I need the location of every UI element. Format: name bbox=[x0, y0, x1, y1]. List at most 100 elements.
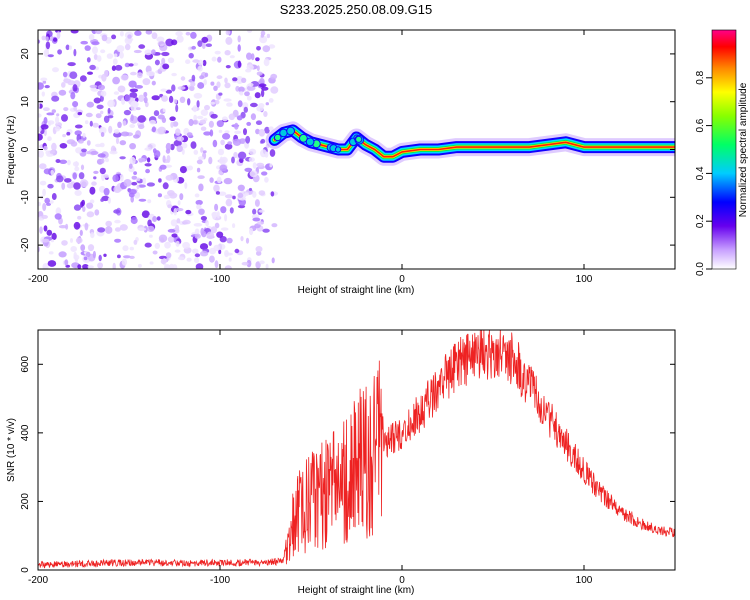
noise-blob bbox=[116, 45, 125, 53]
noise-blob bbox=[228, 257, 232, 262]
noise-blob bbox=[56, 113, 60, 117]
noise-blob bbox=[202, 59, 207, 67]
noise-blob bbox=[120, 74, 129, 81]
noise-blob bbox=[256, 250, 262, 256]
noise-blob bbox=[215, 191, 220, 195]
noise-blob bbox=[211, 211, 217, 220]
y-tick-label: 0 bbox=[20, 567, 31, 573]
noise-blob bbox=[77, 264, 82, 269]
noise-blob bbox=[97, 262, 103, 269]
x-tick-label: 0 bbox=[399, 274, 405, 285]
noise-blob bbox=[87, 265, 94, 269]
noise-blob bbox=[268, 44, 276, 49]
noise-blob bbox=[103, 253, 107, 257]
noise-blob bbox=[75, 237, 83, 244]
noise-blob bbox=[78, 172, 85, 180]
noise-blob bbox=[217, 56, 222, 63]
noise-blob bbox=[264, 176, 269, 183]
noise-blob bbox=[216, 176, 222, 184]
noise-blob bbox=[93, 176, 97, 180]
noise-blob bbox=[208, 120, 214, 128]
x-tick-label: 0 bbox=[399, 575, 405, 586]
noise-blob bbox=[254, 199, 260, 207]
noise-blob bbox=[250, 102, 258, 108]
noise-blob bbox=[216, 120, 224, 128]
noise-blob bbox=[89, 64, 96, 70]
noise-blob bbox=[250, 53, 255, 61]
noise-blob bbox=[74, 258, 78, 262]
noise-blob bbox=[108, 125, 113, 134]
noise-blob bbox=[119, 174, 124, 182]
noise-blob bbox=[185, 31, 191, 36]
noise-blob bbox=[200, 227, 205, 236]
noise-blob bbox=[130, 103, 138, 111]
noise-blob bbox=[86, 140, 91, 146]
noise-blob bbox=[55, 125, 61, 132]
noise-blob bbox=[167, 228, 176, 233]
noise-blob bbox=[210, 101, 216, 105]
spectrogram-x-ticks: -200 -100 0 100 bbox=[28, 30, 593, 285]
noise-blob bbox=[92, 250, 96, 259]
noise-blob bbox=[86, 202, 94, 209]
noise-blob bbox=[50, 239, 55, 243]
noise-blob bbox=[181, 148, 185, 155]
noise-blob bbox=[229, 55, 235, 59]
noise-blob bbox=[137, 184, 146, 188]
noise-blob bbox=[259, 260, 265, 265]
noise-blob bbox=[112, 76, 120, 85]
noise-blob bbox=[153, 110, 160, 117]
noise-blob bbox=[127, 34, 132, 39]
noise-blob bbox=[89, 84, 98, 89]
noise-blob bbox=[69, 71, 78, 79]
noise-blob bbox=[97, 153, 106, 158]
noise-blob bbox=[50, 169, 55, 176]
noise-blob bbox=[232, 77, 238, 82]
noise-blob bbox=[86, 151, 91, 155]
noise-blob bbox=[259, 35, 268, 44]
noise-blob bbox=[200, 109, 209, 116]
ridge-point bbox=[286, 126, 296, 136]
noise-blob bbox=[191, 74, 196, 82]
noise-blob bbox=[157, 126, 167, 135]
noise-blob bbox=[190, 81, 196, 87]
noise-blob bbox=[162, 63, 170, 70]
noise-blob bbox=[160, 88, 168, 92]
noise-blob bbox=[247, 82, 254, 87]
noise-blob bbox=[226, 102, 233, 107]
noise-blob bbox=[61, 114, 68, 122]
noise-blob bbox=[45, 150, 50, 155]
noise-blob bbox=[55, 207, 62, 216]
noise-blob bbox=[268, 126, 274, 131]
noise-blob bbox=[81, 199, 85, 207]
noise-blob bbox=[232, 195, 236, 200]
noise-blob bbox=[120, 131, 130, 137]
x-tick-label: 100 bbox=[576, 575, 593, 586]
snr-x-label: Height of straight line (km) bbox=[298, 585, 415, 596]
noise-blob bbox=[66, 131, 71, 136]
noise-blob bbox=[224, 214, 228, 222]
noise-blob bbox=[194, 257, 200, 264]
noise-blob bbox=[179, 193, 184, 201]
noise-blob bbox=[190, 141, 197, 149]
noise-blob bbox=[119, 224, 128, 231]
noise-blob bbox=[203, 79, 207, 86]
noise-blob bbox=[43, 225, 48, 232]
noise-blob bbox=[188, 118, 194, 127]
ridge-point bbox=[305, 137, 315, 147]
noise-blob bbox=[232, 138, 242, 146]
noise-blob bbox=[112, 262, 116, 269]
noise-blob bbox=[133, 239, 138, 245]
noise-blob bbox=[167, 204, 173, 209]
noise-blob bbox=[270, 73, 278, 80]
noise-blob bbox=[200, 126, 207, 131]
noise-blob bbox=[151, 126, 156, 133]
noise-blob bbox=[211, 56, 217, 62]
noise-blob bbox=[198, 208, 205, 215]
noise-blob bbox=[158, 234, 168, 243]
noise-blob bbox=[243, 106, 248, 113]
noise-blob bbox=[84, 45, 91, 51]
noise-blob bbox=[245, 237, 250, 244]
noise-blob bbox=[145, 168, 151, 174]
noise-blob bbox=[184, 182, 188, 190]
noise-blob bbox=[270, 86, 279, 94]
